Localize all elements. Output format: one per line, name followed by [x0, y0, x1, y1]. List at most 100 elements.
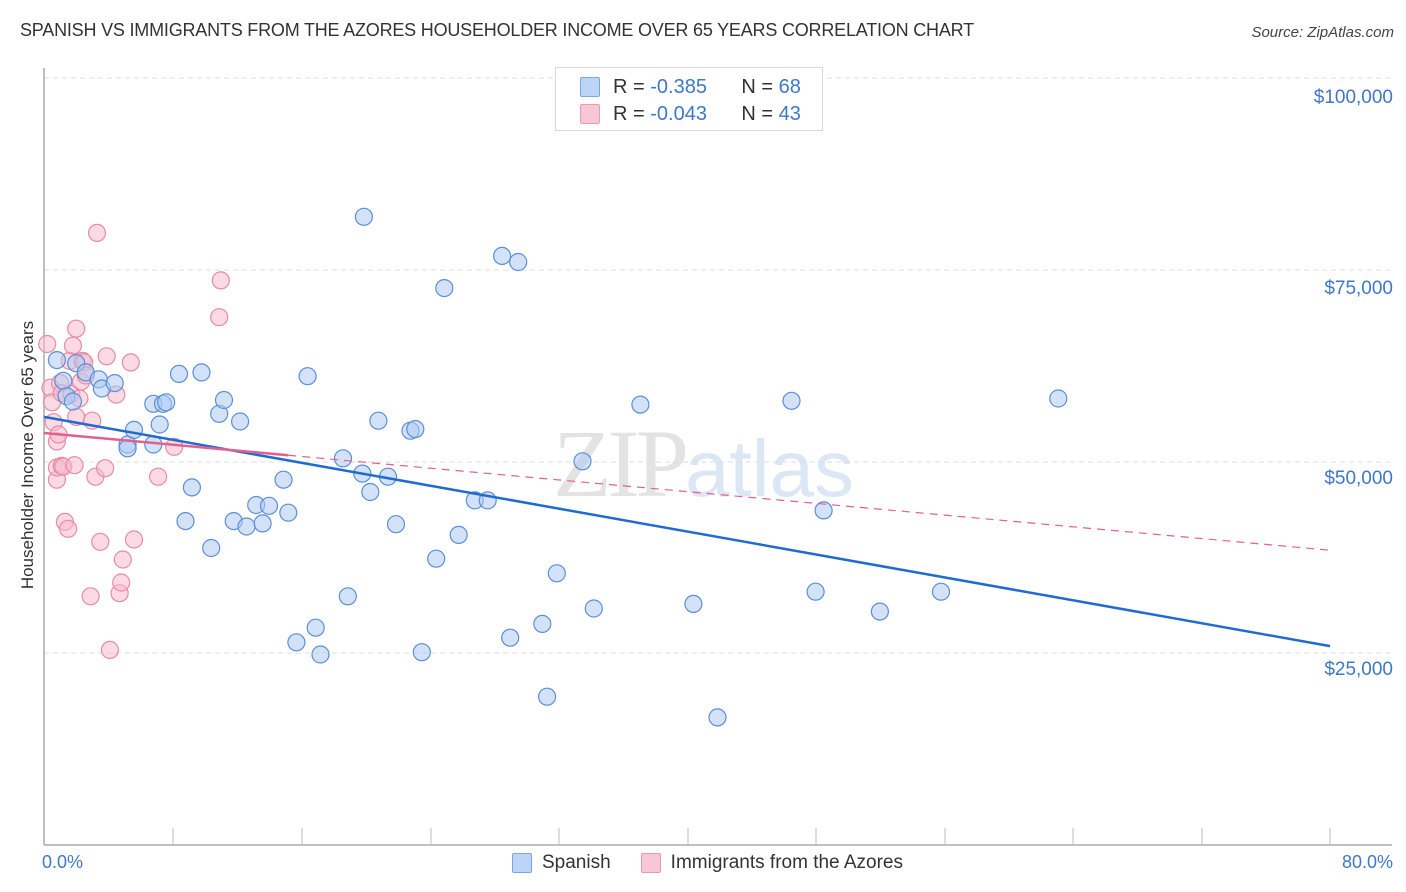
- azores-data-point: [113, 550, 132, 569]
- spanish-data-point: [63, 392, 83, 411]
- spanish-data-point: [338, 587, 357, 606]
- azores-data-point: [91, 532, 110, 551]
- spanish-data-point: [361, 482, 380, 502]
- r-value: -0.043: [650, 102, 707, 125]
- spanish-data-point: [427, 549, 446, 568]
- series-legend: Spanish Immigrants from the Azores: [512, 852, 933, 874]
- azores-trend-line: [43, 431, 289, 457]
- spanish-data-point: [708, 708, 727, 727]
- spanish-legend-swatch-icon: [512, 853, 532, 873]
- x-axis-ticks: [172, 828, 1331, 845]
- y-tick-100000: $100,000: [1313, 87, 1393, 108]
- legend-label-spanish: Spanish: [542, 852, 611, 873]
- legend-item-azores[interactable]: Immigrants from the Azores: [640, 852, 903, 874]
- spanish-swatch-icon: [580, 77, 600, 97]
- stats-legend: R = -0.385 N = 68 R = -0.043 N = 43: [555, 67, 823, 131]
- spanish-data-point: [231, 412, 250, 431]
- spanish-data-point: [298, 367, 317, 386]
- spanish-data-point: [806, 582, 825, 601]
- azores-data-point: [97, 347, 116, 366]
- stats-row-spanish: R = -0.385 N = 68: [580, 75, 801, 99]
- azores-data-point: [149, 467, 168, 486]
- spanish-data-point: [333, 449, 353, 468]
- azores-data-point: [81, 587, 100, 606]
- spanish-data-point: [253, 514, 272, 533]
- spanish-data-point: [509, 252, 528, 272]
- x-tick-min: 0.0%: [42, 852, 84, 872]
- spanish-data-point: [493, 246, 512, 265]
- spanish-trend-line: [43, 415, 1331, 648]
- spanish-points: [47, 207, 1068, 727]
- legend-item-spanish[interactable]: Spanish: [512, 852, 611, 874]
- spanish-data-point: [449, 525, 468, 545]
- spanish-data-point: [54, 371, 73, 390]
- azores-points: [38, 223, 230, 660]
- stats-row-azores: R = -0.043 N = 43: [580, 102, 801, 126]
- azores-data-point: [211, 271, 230, 290]
- spanish-data-point: [214, 390, 234, 410]
- spanish-data-point: [631, 395, 650, 414]
- spanish-data-point: [782, 391, 801, 410]
- spanish-data-point: [311, 645, 330, 664]
- spanish-data-point: [259, 496, 279, 515]
- spanish-data-point: [354, 207, 373, 226]
- azores-data-point: [210, 308, 229, 327]
- spanish-data-point: [369, 411, 388, 430]
- azores-data-point: [65, 456, 84, 475]
- azores-legend-swatch-icon: [640, 853, 661, 873]
- spanish-data-point: [287, 633, 306, 652]
- spanish-data-point: [274, 470, 293, 489]
- spanish-data-point: [684, 594, 703, 614]
- azores-data-point: [63, 336, 83, 355]
- spanish-data-point: [501, 628, 520, 647]
- spanish-data-point: [279, 503, 298, 522]
- azores-swatch-icon: [580, 104, 600, 124]
- y-tick-75000: $75,000: [1324, 278, 1393, 299]
- azores-trend-line-dashed: [288, 454, 1331, 551]
- r-label: R =: [613, 102, 645, 125]
- chart-title: SPANISH VS IMMIGRANTS FROM THE AZORES HO…: [20, 20, 974, 40]
- azores-data-point: [100, 640, 120, 660]
- y-axis-label: Householder Income Over 65 years: [18, 320, 37, 590]
- spanish-data-point: [1049, 389, 1068, 408]
- spanish-data-point: [412, 643, 431, 662]
- spanish-data-point: [931, 582, 951, 601]
- azores-data-point: [58, 519, 78, 538]
- legend-label-azores: Immigrants from the Azores: [670, 852, 903, 873]
- r-label: R =: [613, 75, 645, 98]
- spanish-data-point: [169, 364, 189, 383]
- n-value: 68: [778, 75, 801, 98]
- azores-data-point: [67, 319, 86, 338]
- spanish-data-point: [533, 614, 552, 634]
- spanish-data-point: [537, 687, 557, 706]
- y-tick-50000: $50,000: [1324, 468, 1393, 489]
- azores-data-point: [95, 459, 115, 478]
- n-label: N =: [741, 102, 774, 125]
- spanish-data-point: [237, 517, 256, 536]
- spanish-data-point: [124, 420, 144, 439]
- spanish-data-point: [150, 415, 169, 434]
- spanish-data-point: [157, 393, 176, 412]
- azores-data-point: [87, 223, 107, 242]
- spanish-data-point: [584, 599, 603, 618]
- n-label: N =: [741, 75, 774, 98]
- n-value: 43: [778, 102, 801, 125]
- r-value: -0.385: [650, 75, 707, 98]
- spanish-data-point: [202, 538, 221, 558]
- axes: [43, 68, 1392, 846]
- spanish-data-point: [547, 564, 566, 583]
- spanish-data-point: [386, 515, 406, 534]
- azores-data-point: [124, 530, 144, 549]
- watermark-atlas: atlas: [685, 424, 854, 513]
- gridlines: [44, 77, 1392, 654]
- trend-lines: [43, 415, 1331, 648]
- spanish-data-point: [47, 351, 67, 370]
- source-credit: Source: ZipAtlas.com: [1251, 24, 1394, 41]
- azores-data-point: [112, 573, 131, 592]
- azores-data-point: [121, 353, 140, 372]
- spanish-data-point: [406, 420, 425, 439]
- spanish-data-point: [573, 452, 592, 471]
- y-tick-25000: $25,000: [1324, 659, 1393, 680]
- spanish-data-point: [182, 478, 201, 497]
